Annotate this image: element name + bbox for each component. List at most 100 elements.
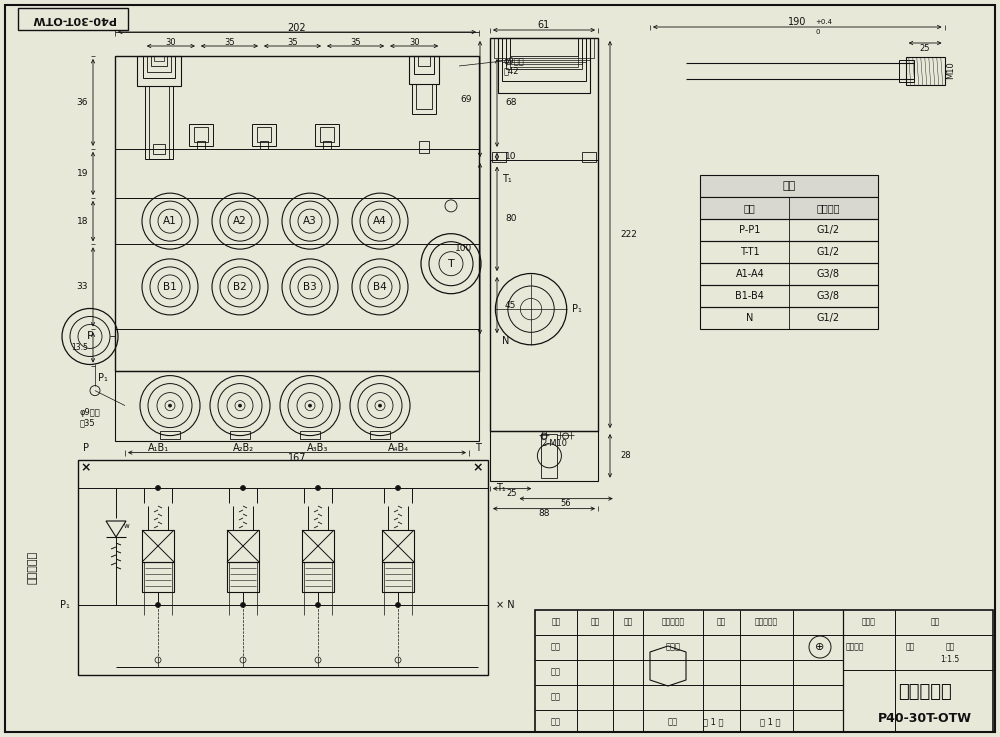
Bar bbox=[227, 530, 259, 562]
Text: 类型: 类型 bbox=[930, 618, 940, 626]
Text: ×: × bbox=[81, 461, 91, 475]
Text: 接口: 接口 bbox=[744, 203, 756, 213]
Circle shape bbox=[240, 486, 246, 491]
Text: A₄B₄: A₄B₄ bbox=[387, 443, 409, 453]
Bar bbox=[315, 124, 339, 146]
Bar bbox=[541, 434, 557, 478]
Text: N: N bbox=[502, 336, 509, 346]
Bar bbox=[582, 152, 596, 162]
Bar bbox=[145, 86, 173, 159]
Text: T: T bbox=[475, 443, 481, 453]
Bar bbox=[510, 38, 578, 66]
Text: 35: 35 bbox=[287, 38, 298, 46]
Bar bbox=[416, 84, 432, 109]
Text: × N: × N bbox=[496, 600, 515, 610]
Bar bbox=[153, 144, 165, 154]
Text: 25: 25 bbox=[920, 43, 930, 52]
Circle shape bbox=[156, 603, 160, 607]
Text: 36: 36 bbox=[76, 98, 88, 107]
Circle shape bbox=[316, 603, 320, 607]
Text: 第 1 张: 第 1 张 bbox=[760, 718, 780, 727]
Bar bbox=[506, 38, 582, 69]
Text: P₁: P₁ bbox=[572, 304, 582, 314]
Text: A₁B₁: A₁B₁ bbox=[147, 443, 169, 453]
Text: 100: 100 bbox=[455, 244, 472, 254]
Text: 1:1.5: 1:1.5 bbox=[940, 655, 960, 665]
Text: 静良标记: 静良标记 bbox=[846, 643, 864, 652]
Bar bbox=[197, 141, 205, 149]
Bar bbox=[498, 38, 590, 93]
Text: A3: A3 bbox=[303, 216, 317, 226]
Text: 61: 61 bbox=[538, 20, 550, 30]
Text: 高35: 高35 bbox=[80, 418, 96, 427]
Text: 标记: 标记 bbox=[551, 618, 561, 626]
Text: B2: B2 bbox=[233, 282, 247, 292]
Bar bbox=[498, 38, 590, 60]
Text: P40-30T-OTW: P40-30T-OTW bbox=[31, 14, 115, 24]
Text: P-P1: P-P1 bbox=[739, 225, 761, 235]
Text: 校对: 校对 bbox=[551, 668, 561, 677]
Text: P: P bbox=[83, 443, 89, 453]
Text: 19: 19 bbox=[76, 169, 88, 178]
Text: 88: 88 bbox=[538, 509, 550, 518]
Bar bbox=[252, 124, 276, 146]
Bar bbox=[147, 56, 171, 72]
Text: 0: 0 bbox=[815, 29, 820, 35]
Text: A1: A1 bbox=[163, 216, 177, 226]
Bar bbox=[700, 219, 878, 241]
Bar bbox=[115, 56, 479, 371]
Text: ×: × bbox=[473, 461, 483, 475]
Bar bbox=[700, 241, 878, 263]
Bar bbox=[78, 460, 488, 675]
Text: 68: 68 bbox=[505, 99, 516, 108]
Text: 比例: 比例 bbox=[945, 643, 955, 652]
Text: A4: A4 bbox=[373, 216, 387, 226]
Bar bbox=[419, 141, 429, 153]
Text: P₁: P₁ bbox=[98, 373, 108, 383]
Text: T-T1: T-T1 bbox=[740, 247, 760, 257]
Bar bbox=[535, 610, 993, 732]
Text: B1-B4: B1-B4 bbox=[735, 291, 764, 301]
Circle shape bbox=[168, 404, 172, 407]
Bar bbox=[257, 127, 271, 142]
Bar bbox=[194, 127, 208, 142]
Text: T: T bbox=[448, 259, 454, 269]
Text: 处数: 处数 bbox=[590, 618, 600, 626]
Text: P₁: P₁ bbox=[60, 600, 70, 610]
Bar bbox=[490, 38, 598, 431]
Bar bbox=[302, 562, 334, 592]
Text: 共 1 张: 共 1 张 bbox=[703, 718, 724, 727]
Text: ⊕: ⊕ bbox=[815, 642, 825, 652]
Bar bbox=[382, 530, 414, 562]
Bar bbox=[506, 38, 582, 64]
Text: 167: 167 bbox=[288, 453, 306, 463]
Bar bbox=[230, 430, 250, 439]
Text: G1/2: G1/2 bbox=[817, 247, 840, 257]
Bar bbox=[154, 56, 164, 61]
Bar bbox=[142, 530, 174, 562]
Text: 35: 35 bbox=[350, 38, 361, 46]
Text: T₁: T₁ bbox=[502, 174, 512, 184]
Text: A2: A2 bbox=[233, 216, 247, 226]
Circle shape bbox=[396, 486, 400, 491]
Bar bbox=[382, 562, 414, 592]
Bar bbox=[490, 431, 598, 481]
Text: G3/8: G3/8 bbox=[817, 291, 840, 301]
Bar bbox=[906, 57, 944, 85]
Bar bbox=[510, 38, 578, 56]
Bar bbox=[300, 430, 320, 439]
Bar bbox=[502, 38, 586, 63]
Circle shape bbox=[396, 603, 400, 607]
Text: 80: 80 bbox=[505, 214, 516, 223]
Bar bbox=[137, 56, 181, 86]
Bar bbox=[160, 430, 180, 439]
Bar bbox=[189, 124, 213, 146]
Bar bbox=[370, 430, 390, 439]
Text: 高42: 高42 bbox=[504, 66, 520, 75]
Bar bbox=[18, 8, 128, 30]
Text: 分区: 分区 bbox=[623, 618, 633, 626]
Text: 222: 222 bbox=[620, 230, 637, 239]
Text: 赛纹规格: 赛纹规格 bbox=[816, 203, 840, 213]
Text: 202: 202 bbox=[288, 23, 306, 33]
Circle shape bbox=[378, 404, 382, 407]
